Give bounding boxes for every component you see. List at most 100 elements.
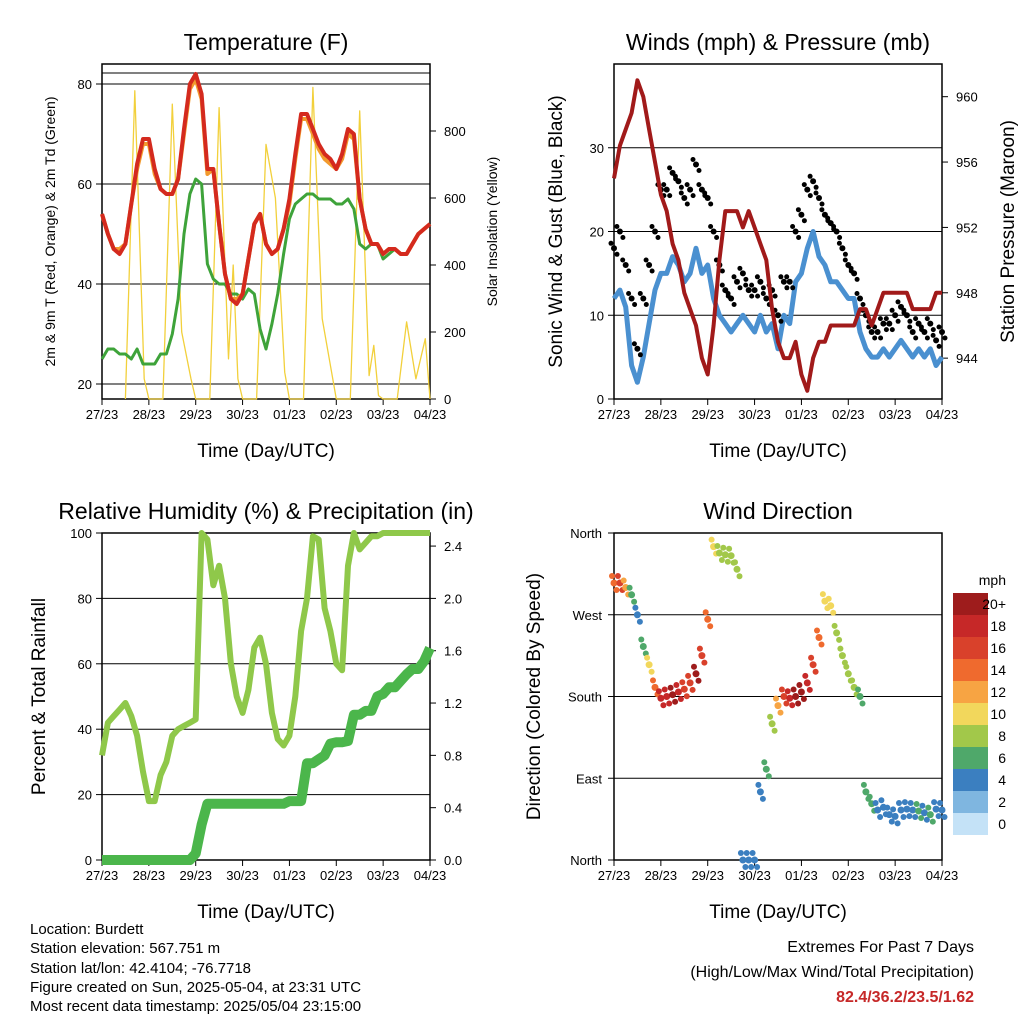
direction-point <box>843 663 850 670</box>
direction-point <box>636 618 643 625</box>
gust-point <box>886 320 893 327</box>
direction-point <box>692 670 700 678</box>
direction-point <box>929 818 936 825</box>
gust-point <box>684 182 690 188</box>
y-tick-label: 60 <box>78 657 92 672</box>
y-axis-label: 2m & 9m T (Red, Orange) & 2m Td (Green) <box>42 97 58 367</box>
direction-point <box>884 804 891 811</box>
colorbar-swatch <box>953 791 988 813</box>
gust-point <box>628 295 635 302</box>
y-tick-label: North <box>570 526 602 541</box>
y-right-tick-label: 944 <box>956 351 978 366</box>
direction-point <box>751 856 759 864</box>
gust-point <box>831 224 837 229</box>
direction-point <box>872 800 879 806</box>
colorbar-label: 2 <box>998 794 1006 810</box>
direction-point <box>727 552 735 560</box>
gust-point <box>710 228 717 235</box>
gust-point <box>704 195 711 201</box>
gust-point <box>813 190 819 196</box>
y-tick-label: North <box>570 853 602 868</box>
direction-point <box>724 558 731 565</box>
gust-point <box>637 291 643 296</box>
direction-point <box>736 573 743 580</box>
chart-title: Relative Humidity (%) & Precipitation (i… <box>58 498 473 524</box>
direction-point <box>754 864 761 870</box>
direction-point <box>901 799 908 806</box>
gust-point <box>749 293 755 299</box>
gust-point <box>784 285 790 291</box>
direction-point <box>762 765 770 773</box>
y-right-tick-label: 1.2 <box>444 696 462 711</box>
gust-point <box>874 329 881 335</box>
gust-point <box>667 193 673 199</box>
gust-point <box>743 276 749 282</box>
gust-point <box>936 343 942 349</box>
extremes-title: Extremes For Past 7 Days <box>787 939 974 956</box>
direction-point <box>935 813 942 820</box>
y-tick-label: 40 <box>78 722 92 737</box>
direction-point <box>631 598 638 605</box>
direction-point <box>819 591 826 598</box>
direction-point <box>859 700 866 707</box>
direction-point <box>696 645 703 652</box>
gust-point <box>708 201 714 207</box>
direction-point <box>689 686 696 693</box>
gust-point <box>775 312 781 319</box>
gust-point <box>810 178 817 185</box>
gust-point <box>933 337 940 344</box>
x-tick-label: 01/23 <box>785 868 818 883</box>
direction-point <box>638 636 645 643</box>
direction-point <box>815 634 823 641</box>
gust-point <box>667 165 673 171</box>
gust-point <box>702 190 708 196</box>
x-tick-label: 04/23 <box>926 407 959 422</box>
gust-point <box>614 251 620 257</box>
direction-point <box>825 595 832 602</box>
gust-point <box>813 184 819 190</box>
colorbar-label: 6 <box>998 750 1006 766</box>
direction-point <box>661 686 668 693</box>
x-tick-label: 02/23 <box>320 407 353 422</box>
gust-point <box>760 291 766 296</box>
direction-point <box>761 759 768 766</box>
direction-point <box>773 695 779 702</box>
gust-point <box>608 240 614 246</box>
gust-point <box>798 211 805 218</box>
y-tick-label: 80 <box>78 591 92 606</box>
direction-point <box>726 545 733 552</box>
gust-point <box>804 186 811 193</box>
x-tick-label: 01/23 <box>273 407 306 422</box>
colorbar-label: 4 <box>998 772 1006 788</box>
colorbar-label: 10 <box>990 706 1006 722</box>
direction-point <box>714 543 721 549</box>
gust-point <box>725 291 731 296</box>
gust-point <box>837 235 843 240</box>
gust-point <box>772 293 778 299</box>
station-info: Location: Burdett Station elevation: 567… <box>30 920 361 1016</box>
gust-point <box>622 262 629 268</box>
gust-point <box>778 318 784 324</box>
gust-point <box>880 320 887 327</box>
gust-point <box>883 316 889 322</box>
gust-point <box>632 302 638 307</box>
direction-point <box>909 806 917 814</box>
direction-point <box>672 698 679 705</box>
gust-point <box>620 257 626 263</box>
y-right-tick-label: 2.4 <box>444 539 462 554</box>
direction-point <box>685 672 692 679</box>
direction-point <box>792 693 800 700</box>
gust-point <box>739 270 746 277</box>
gust-point <box>634 345 641 352</box>
y-tick-label: 80 <box>78 77 92 92</box>
gust-point <box>655 235 661 240</box>
direction-point <box>742 864 749 870</box>
gust-point <box>872 335 878 341</box>
gust-point <box>889 307 895 313</box>
series-9m-t <box>100 77 432 301</box>
gust-point <box>745 287 752 294</box>
direction-point <box>808 654 815 661</box>
direction-point <box>748 864 755 870</box>
gust-point <box>939 329 945 335</box>
direction-point <box>715 549 723 557</box>
